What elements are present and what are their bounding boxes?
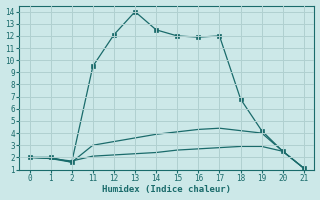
X-axis label: Humidex (Indice chaleur): Humidex (Indice chaleur) (102, 185, 231, 194)
